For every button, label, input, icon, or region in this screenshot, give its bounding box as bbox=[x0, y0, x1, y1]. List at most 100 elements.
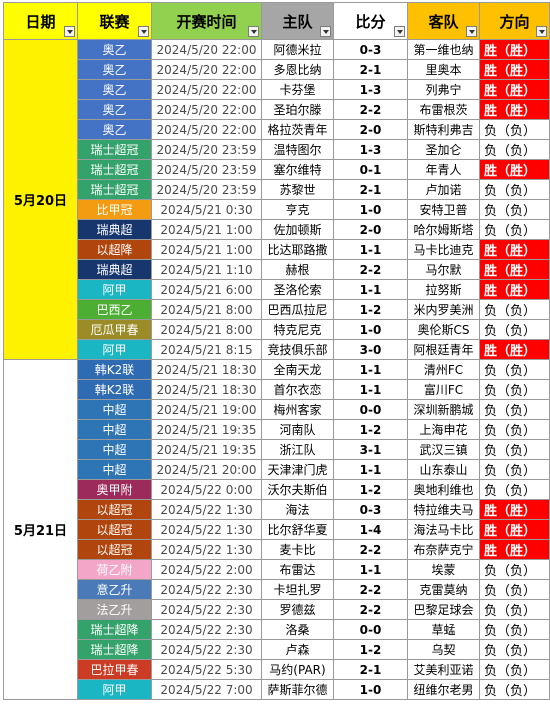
kickoff-time-cell[interactable]: 2024/5/20 22:00 bbox=[151, 99, 262, 120]
league-cell[interactable]: 瑞士超降 bbox=[77, 639, 152, 660]
header-away[interactable]: 客队 bbox=[407, 2, 480, 40]
score-cell[interactable]: 0-3 bbox=[333, 39, 408, 60]
direction-cell[interactable]: 负（负） bbox=[479, 139, 550, 160]
home-team-cell[interactable]: 罗德兹 bbox=[261, 599, 334, 620]
league-cell[interactable]: 荷乙附 bbox=[77, 559, 152, 580]
away-team-cell[interactable]: 富川FC bbox=[407, 379, 480, 400]
home-team-cell[interactable]: 圣珀尔滕 bbox=[261, 99, 334, 120]
score-cell[interactable]: 3-0 bbox=[333, 339, 408, 360]
direction-cell[interactable]: 负（负） bbox=[479, 399, 550, 420]
league-cell[interactable]: 巴西乙 bbox=[77, 299, 152, 320]
kickoff-time-cell[interactable]: 2024/5/22 2:30 bbox=[151, 639, 262, 660]
kickoff-time-cell[interactable]: 2024/5/20 23:59 bbox=[151, 179, 262, 200]
score-cell[interactable]: 1-2 bbox=[333, 639, 408, 660]
direction-cell[interactable]: 胜（胜） bbox=[479, 239, 550, 260]
away-team-cell[interactable]: 奥伦斯CS bbox=[407, 319, 480, 340]
direction-cell[interactable]: 负（负） bbox=[479, 579, 550, 600]
filter-dropdown-icon[interactable] bbox=[138, 26, 149, 37]
score-cell[interactable]: 1-0 bbox=[333, 319, 408, 340]
score-cell[interactable]: 1-3 bbox=[333, 139, 408, 160]
score-cell[interactable]: 2-0 bbox=[333, 119, 408, 140]
score-cell[interactable]: 2-2 bbox=[333, 259, 408, 280]
score-cell[interactable]: 1-1 bbox=[333, 379, 408, 400]
home-team-cell[interactable]: 竞技俱乐部 bbox=[261, 339, 334, 360]
league-cell[interactable]: 中超 bbox=[77, 439, 152, 460]
home-team-cell[interactable]: 巴西瓜拉尼 bbox=[261, 299, 334, 320]
away-team-cell[interactable]: 草蜢 bbox=[407, 619, 480, 640]
league-cell[interactable]: 阿甲 bbox=[77, 679, 152, 700]
home-team-cell[interactable]: 卡芬堡 bbox=[261, 79, 334, 100]
direction-cell[interactable]: 负（负） bbox=[479, 599, 550, 620]
away-team-cell[interactable]: 列弗宁 bbox=[407, 79, 480, 100]
home-team-cell[interactable]: 温特图尔 bbox=[261, 139, 334, 160]
home-team-cell[interactable]: 浙江队 bbox=[261, 439, 334, 460]
score-cell[interactable]: 1-1 bbox=[333, 459, 408, 480]
league-cell[interactable]: 韩K2联 bbox=[77, 359, 152, 380]
score-cell[interactable]: 1-4 bbox=[333, 519, 408, 540]
league-cell[interactable]: 阿甲 bbox=[77, 339, 152, 360]
score-cell[interactable]: 2-2 bbox=[333, 99, 408, 120]
kickoff-time-cell[interactable]: 2024/5/21 8:00 bbox=[151, 299, 262, 320]
score-cell[interactable]: 2-2 bbox=[333, 579, 408, 600]
home-team-cell[interactable]: 圣洛伦索 bbox=[261, 279, 334, 300]
direction-cell[interactable]: 胜（胜） bbox=[479, 79, 550, 100]
league-cell[interactable]: 中超 bbox=[77, 459, 152, 480]
home-team-cell[interactable]: 比达耶路撒 bbox=[261, 239, 334, 260]
away-team-cell[interactable]: 拉努斯 bbox=[407, 279, 480, 300]
score-cell[interactable]: 0-0 bbox=[333, 619, 408, 640]
home-team-cell[interactable]: 苏黎世 bbox=[261, 179, 334, 200]
score-cell[interactable]: 1-2 bbox=[333, 419, 408, 440]
home-team-cell[interactable]: 卡坦扎罗 bbox=[261, 579, 334, 600]
score-cell[interactable]: 2-0 bbox=[333, 219, 408, 240]
kickoff-time-cell[interactable]: 2024/5/22 2:30 bbox=[151, 579, 262, 600]
direction-cell[interactable]: 胜（胜） bbox=[479, 99, 550, 120]
home-team-cell[interactable]: 河南队 bbox=[261, 419, 334, 440]
away-team-cell[interactable]: 艾美利亚诺 bbox=[407, 659, 480, 680]
league-cell[interactable]: 厄瓜甲春 bbox=[77, 319, 152, 340]
header-home[interactable]: 主队 bbox=[261, 2, 334, 40]
away-team-cell[interactable]: 斯特利弗吉 bbox=[407, 119, 480, 140]
score-cell[interactable]: 1-1 bbox=[333, 239, 408, 260]
score-cell[interactable]: 1-0 bbox=[333, 679, 408, 700]
league-cell[interactable]: 瑞典超 bbox=[77, 259, 152, 280]
home-team-cell[interactable]: 麦卡比 bbox=[261, 539, 334, 560]
score-cell[interactable]: 1-1 bbox=[333, 279, 408, 300]
home-team-cell[interactable]: 亨克 bbox=[261, 199, 334, 220]
league-cell[interactable]: 奥乙 bbox=[77, 79, 152, 100]
kickoff-time-cell[interactable]: 2024/5/22 1:30 bbox=[151, 519, 262, 540]
home-team-cell[interactable]: 赫根 bbox=[261, 259, 334, 280]
kickoff-time-cell[interactable]: 2024/5/22 1:30 bbox=[151, 499, 262, 520]
kickoff-time-cell[interactable]: 2024/5/21 19:00 bbox=[151, 399, 262, 420]
kickoff-time-cell[interactable]: 2024/5/20 22:00 bbox=[151, 119, 262, 140]
date-cell[interactable]: 5月20日 bbox=[3, 39, 78, 360]
score-cell[interactable]: 3-1 bbox=[333, 439, 408, 460]
league-cell[interactable]: 以超冠 bbox=[77, 499, 152, 520]
kickoff-time-cell[interactable]: 2024/5/20 22:00 bbox=[151, 39, 262, 60]
league-cell[interactable]: 瑞士超降 bbox=[77, 619, 152, 640]
score-cell[interactable]: 2-2 bbox=[333, 539, 408, 560]
home-team-cell[interactable]: 多恩比纳 bbox=[261, 59, 334, 80]
direction-cell[interactable]: 胜（胜） bbox=[479, 279, 550, 300]
kickoff-time-cell[interactable]: 2024/5/21 1:00 bbox=[151, 239, 262, 260]
kickoff-time-cell[interactable]: 2024/5/20 22:00 bbox=[151, 79, 262, 100]
direction-cell[interactable]: 胜（胜） bbox=[479, 339, 550, 360]
away-team-cell[interactable]: 山东泰山 bbox=[407, 459, 480, 480]
kickoff-time-cell[interactable]: 2024/5/22 2:00 bbox=[151, 559, 262, 580]
direction-cell[interactable]: 胜（胜） bbox=[479, 39, 550, 60]
home-team-cell[interactable]: 布雷达 bbox=[261, 559, 334, 580]
kickoff-time-cell[interactable]: 2024/5/22 5:30 bbox=[151, 659, 262, 680]
home-team-cell[interactable]: 佐加顿斯 bbox=[261, 219, 334, 240]
home-team-cell[interactable]: 格拉茨青年 bbox=[261, 119, 334, 140]
league-cell[interactable]: 以超降 bbox=[77, 239, 152, 260]
home-team-cell[interactable]: 比尔舒华夏 bbox=[261, 519, 334, 540]
direction-cell[interactable]: 负（负） bbox=[479, 659, 550, 680]
direction-cell[interactable]: 胜（胜） bbox=[479, 539, 550, 560]
score-cell[interactable]: 1-2 bbox=[333, 479, 408, 500]
away-team-cell[interactable]: 奥地利维也 bbox=[407, 479, 480, 500]
league-cell[interactable]: 奥乙 bbox=[77, 99, 152, 120]
filter-dropdown-icon[interactable] bbox=[466, 26, 477, 37]
league-cell[interactable]: 阿甲 bbox=[77, 279, 152, 300]
header-dir[interactable]: 方向 bbox=[479, 2, 550, 40]
kickoff-time-cell[interactable]: 2024/5/22 2:30 bbox=[151, 599, 262, 620]
kickoff-time-cell[interactable]: 2024/5/22 1:30 bbox=[151, 539, 262, 560]
